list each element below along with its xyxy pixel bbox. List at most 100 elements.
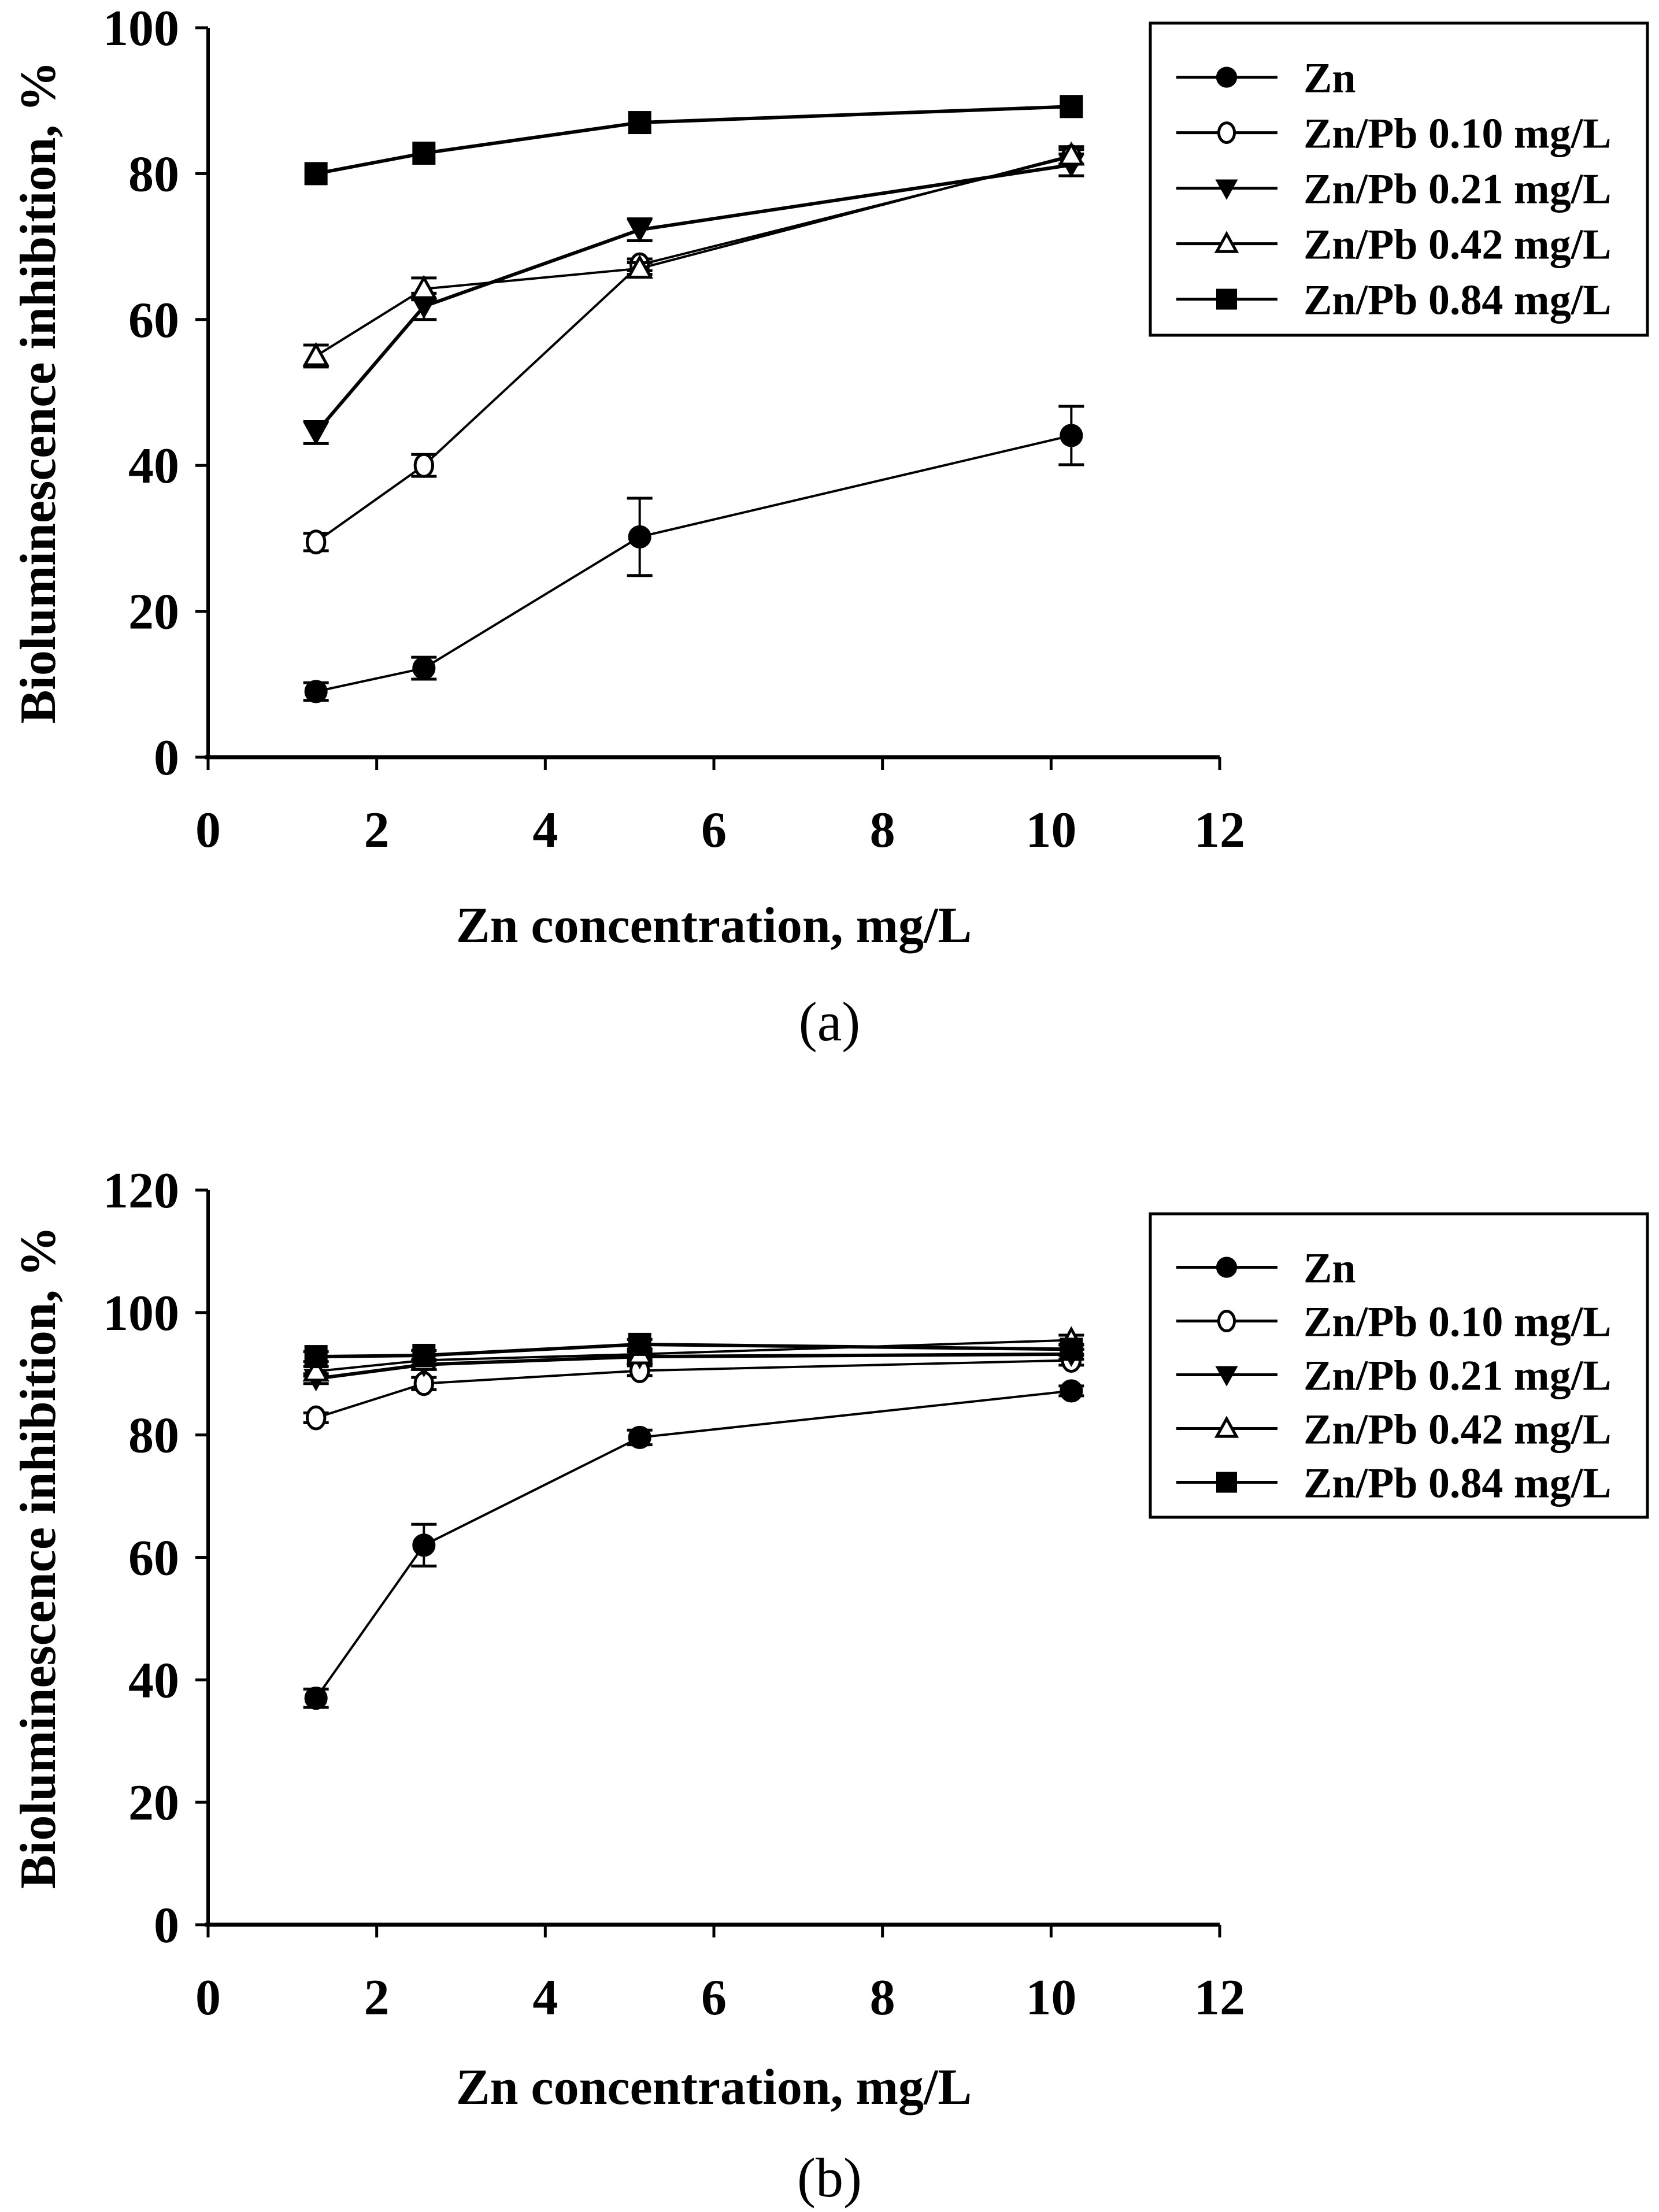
panel-b-chart: 0 20 40 60 80 100 120 0 2 4 6 8 10 12 Zn concentration… — [10, 1163, 1649, 2209]
panel-caption: (a) — [799, 991, 861, 1053]
data-point — [303, 423, 329, 446]
data-point — [412, 1533, 436, 1557]
y-tick-label: 80 — [128, 1408, 179, 1464]
x-tick-label: 10 — [1025, 802, 1076, 858]
legend-marker-filled-circle-icon — [1216, 66, 1238, 88]
legend-item: Zn/Pb 0.21 mg/L — [1176, 1353, 1612, 1400]
legend-item: Zn/Pb 0.84 mg/L — [1176, 277, 1612, 324]
legend-marker-open-circle-icon — [1217, 121, 1236, 144]
x-axis-title: Zn concentration, mg/L — [456, 898, 972, 954]
data-point — [304, 1345, 328, 1369]
legend-marker-open-triangle-icon — [1214, 231, 1239, 253]
legend: Zn Zn/Pb 0.10 mg/L Zn/Pb 0.21 mg/L Zn/Pb 0.… — [1149, 21, 1649, 337]
data-point — [304, 162, 328, 186]
y-axis-title: Bioluminescence inhibition, % — [10, 1226, 66, 1889]
legend-item: Zn — [1176, 1245, 1356, 1292]
legend-label: Zn/Pb 0.42 mg/L — [1304, 221, 1612, 269]
x-tick-label: 0 — [195, 802, 221, 858]
data-point — [628, 1425, 651, 1449]
series-0 — [303, 1379, 1084, 1710]
series-line — [316, 105, 1072, 176]
y-tick-label: 20 — [128, 584, 179, 640]
series-3 — [302, 141, 1085, 369]
x-tick-label: 10 — [1025, 1970, 1076, 2026]
data-point — [627, 220, 653, 243]
series-line — [316, 1352, 1072, 1381]
data-point — [628, 1332, 651, 1356]
legend-item: Zn/Pb 0.42 mg/L — [1176, 1406, 1612, 1454]
data-point — [628, 525, 651, 549]
legend-label: Zn/Pb 0.42 mg/L — [1304, 1406, 1612, 1454]
data-point — [305, 529, 327, 555]
legend-label: Zn/Pb 0.10 mg/L — [1304, 110, 1612, 158]
y-tick-label: 120 — [103, 1163, 179, 1219]
x-tick-label: 4 — [532, 802, 558, 858]
x-tick-label: 8 — [870, 802, 895, 858]
series-0 — [303, 405, 1084, 703]
legend-label: Zn/Pb 0.84 mg/L — [1304, 1460, 1612, 1507]
data-point — [626, 254, 653, 279]
data-point — [628, 111, 651, 135]
legend-marker-filled-square-icon — [1216, 1472, 1237, 1493]
legend-marker-filled-square-icon — [1216, 288, 1237, 310]
series-1 — [303, 144, 1084, 555]
series-line — [315, 154, 1072, 357]
legend-marker-open-triangle-icon — [1214, 1416, 1239, 1438]
legend-label: Zn — [1304, 1245, 1356, 1292]
x-tick-label: 8 — [870, 1970, 895, 2026]
legend: Zn Zn/Pb 0.10 mg/L Zn/Pb 0.21 mg/L Zn/Pb 0.… — [1149, 1212, 1649, 1519]
x-tick-label: 0 — [195, 1970, 221, 2026]
data-point — [304, 1687, 328, 1710]
y-tick-label: 0 — [154, 730, 179, 786]
y-tick-label: 0 — [154, 1898, 179, 1954]
x-tick-label: 2 — [364, 802, 390, 858]
y-tick-label: 20 — [128, 1775, 179, 1831]
data-point — [304, 680, 328, 703]
series-line — [315, 155, 1072, 543]
data-point — [1058, 141, 1085, 166]
series-line — [316, 1342, 1072, 1359]
data-point — [302, 1357, 329, 1382]
legend-label: Zn — [1304, 55, 1356, 102]
legend-item: Zn/Pb 0.10 mg/L — [1176, 1299, 1612, 1346]
series-4 — [303, 1332, 1084, 1369]
legend-label: Zn/Pb 0.21 mg/L — [1304, 1353, 1612, 1400]
y-tick-label: 40 — [128, 1652, 179, 1709]
legend-item: Zn/Pb 0.10 mg/L — [1176, 110, 1612, 158]
x-tick-label: 4 — [532, 1970, 558, 2026]
legend-label: Zn/Pb 0.10 mg/L — [1304, 1299, 1612, 1346]
data-point — [410, 275, 438, 299]
data-point — [412, 656, 436, 680]
data-point — [1060, 95, 1083, 118]
x-axis-title: Zn concentration, mg/L — [456, 2059, 972, 2115]
legend-item: Zn/Pb 0.84 mg/L — [1176, 1460, 1612, 1507]
data-point — [302, 342, 329, 366]
y-tick-label: 80 — [128, 146, 179, 202]
data-point — [1060, 1337, 1083, 1361]
data-point — [1060, 424, 1083, 447]
y-tick-label: 60 — [128, 1531, 179, 1587]
series-line — [314, 163, 1072, 434]
legend-marker-filled-down-triangle-icon — [1215, 1366, 1238, 1387]
x-tick-label: 6 — [701, 802, 727, 858]
y-tick-label: 40 — [128, 438, 179, 494]
legend-item: Zn — [1176, 55, 1356, 102]
legend-label: Zn/Pb 0.84 mg/L — [1304, 277, 1612, 324]
x-tick-label: 6 — [701, 1970, 727, 2026]
x-tick-label: 2 — [364, 1970, 390, 2026]
legend-marker-filled-circle-icon — [1216, 1257, 1238, 1278]
x-tick-label: 12 — [1194, 1970, 1245, 2026]
legend-marker-filled-down-triangle-icon — [1215, 179, 1238, 200]
y-tick-label: 100 — [103, 1285, 179, 1342]
panel-a-chart: 0 20 40 60 80 100 0 2 4 6 8 10 12 Zn concentration, m… — [10, 1, 1649, 1053]
data-point — [412, 1343, 436, 1367]
legend-label: Zn/Pb 0.21 mg/L — [1304, 166, 1612, 213]
legend-marker-open-circle-icon — [1217, 1310, 1236, 1333]
series-line — [316, 1359, 1072, 1419]
x-tick-label: 12 — [1194, 802, 1245, 858]
data-point — [305, 1405, 327, 1431]
series-line — [316, 434, 1072, 693]
series-4 — [304, 95, 1083, 186]
y-axis-title: Bioluminescence inhibition, % — [10, 61, 66, 724]
